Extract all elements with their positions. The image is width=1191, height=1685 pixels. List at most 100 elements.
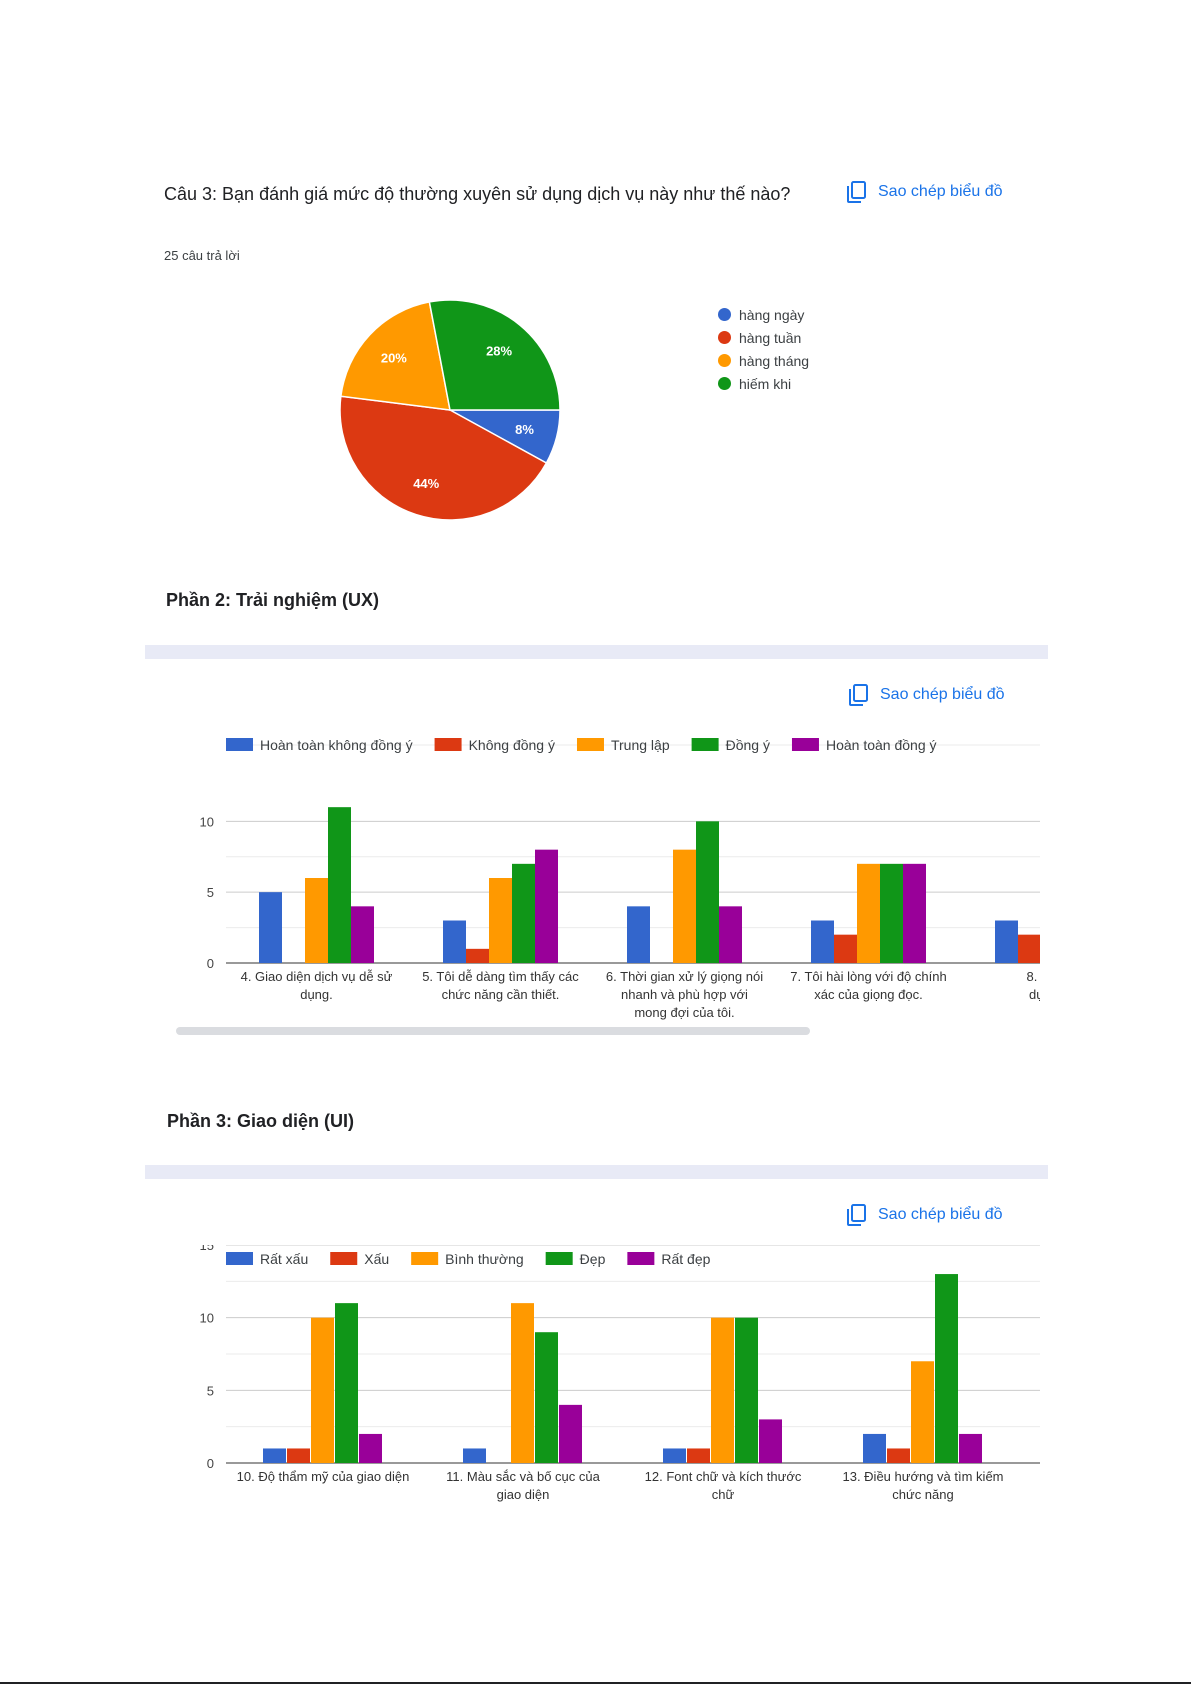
copy-chart-button-ui[interactable]: Sao chép biểu đồ xyxy=(846,1203,1003,1227)
legend-swatch xyxy=(627,1252,655,1265)
ux-bar-chart: 0 5 10 4. Giao diện dịch vụ dễ sử dụng. 5. Tô… xyxy=(200,737,1040,1020)
bar xyxy=(735,1317,758,1463)
copy-icon xyxy=(847,1204,866,1226)
x-category-label: 8. Nội du xyxy=(1026,969,1040,984)
legend-swatch xyxy=(330,1252,358,1265)
pie-slice-label: 8% xyxy=(515,422,534,437)
legend-item: hàng ngày xyxy=(718,303,809,326)
bar xyxy=(759,1419,782,1463)
legend-label: hàng ngày xyxy=(739,306,805,323)
copy-chart-label: Sao chép biểu đồ xyxy=(878,1206,1003,1223)
x-category-label: dụng. xyxy=(300,987,333,1002)
x-category-label: chữ xyxy=(712,1487,735,1502)
x-category-label: 13. Điều hướng và tìm kiếm xyxy=(842,1469,1003,1484)
section-2-title: Phần 2: Trải nghiệm (UX) xyxy=(166,590,380,610)
x-category-label: 7. Tôi hài lòng với độ chính xyxy=(790,969,946,984)
horizontal-scrollbar[interactable] xyxy=(176,1027,810,1035)
legend-label: Hoàn toàn không đồng ý xyxy=(260,737,413,753)
bar xyxy=(1018,934,1040,963)
pie-chart: 8% 44% 20% 28% xyxy=(339,299,561,521)
legend-label: Đồng ý xyxy=(726,737,770,753)
bar xyxy=(811,920,834,963)
bar xyxy=(903,863,926,963)
legend-label: hàng tuần xyxy=(739,329,802,346)
legend-swatch xyxy=(691,738,719,751)
y-tick-label: 0 xyxy=(207,1456,214,1471)
bar xyxy=(627,906,650,963)
x-category-label: 10. Độ thẩm mỹ của giao diện xyxy=(237,1469,410,1484)
bar xyxy=(335,1303,358,1463)
legend-swatch xyxy=(791,738,819,751)
bar xyxy=(911,1361,934,1463)
pie-slice-label: 44% xyxy=(413,476,439,491)
bar xyxy=(995,920,1018,963)
response-count: 25 câu trả lời xyxy=(164,248,240,263)
pie-slice-2 xyxy=(340,301,451,411)
pie-slice-1 xyxy=(339,395,548,521)
bar xyxy=(673,849,696,963)
bar xyxy=(311,1317,334,1463)
legend-item: hàng tháng xyxy=(718,349,809,372)
copy-chart-button-ux[interactable]: Sao chép biểu đồ xyxy=(848,683,1005,707)
bar xyxy=(512,863,535,963)
section-divider xyxy=(145,645,1048,659)
legend-swatch xyxy=(545,1252,573,1265)
legend-label: Hoàn toàn đồng ý xyxy=(826,737,937,753)
x-category-label: nhanh và phù hợp với xyxy=(621,987,748,1002)
y-tick-label: 0 xyxy=(207,956,214,971)
pie-slice-label: 20% xyxy=(381,350,407,365)
y-tick-label: 10 xyxy=(200,814,214,829)
legend-swatch xyxy=(718,331,731,344)
bar xyxy=(443,920,466,963)
copy-icon xyxy=(847,181,866,203)
bar xyxy=(535,849,558,963)
legend-label: Trung lập xyxy=(611,737,670,753)
bar xyxy=(696,821,719,963)
question-3-title: Câu 3: Bạn đánh giá mức độ thường xuyên … xyxy=(164,184,791,204)
pie-slice-label: 28% xyxy=(486,344,512,359)
legend-label: hiếm khi xyxy=(739,375,792,392)
section-3-title: Phần 3: Giao diện (UI) xyxy=(167,1111,355,1131)
copy-icon xyxy=(849,684,868,706)
pie-slice-3 xyxy=(428,299,561,411)
bar xyxy=(328,807,351,963)
legend-swatch xyxy=(226,738,253,751)
legend-label: hàng tháng xyxy=(739,352,810,369)
x-category-label: chức năng cần thiết. xyxy=(442,987,560,1002)
legend-label: Bình thường xyxy=(445,1251,524,1267)
legend-item: hàng tuần xyxy=(718,326,809,349)
bar xyxy=(535,1332,558,1463)
bar xyxy=(959,1433,982,1463)
bar xyxy=(359,1433,382,1463)
x-category-label: 12. Font chữ và kích thước xyxy=(645,1469,802,1484)
x-category-label: 11. Màu sắc và bố cục của xyxy=(446,1469,600,1484)
bar xyxy=(711,1317,734,1463)
legend-label: Không đồng ý xyxy=(469,737,555,753)
pie-legend: hàng ngày hàng tuần hàng tháng hiếm khi xyxy=(718,303,809,395)
legend-swatch xyxy=(434,738,462,751)
legend-swatch xyxy=(718,308,731,321)
legend-item: hiếm khi xyxy=(718,372,809,395)
legend-swatch xyxy=(718,354,731,367)
section-divider xyxy=(145,1165,1048,1179)
bar xyxy=(351,906,374,963)
legend-swatch xyxy=(411,1252,439,1265)
x-category-label: xác của giọng đọc. xyxy=(814,987,922,1002)
bar xyxy=(511,1303,534,1463)
x-category-label: 5. Tôi dễ dàng tìm thấy các xyxy=(422,969,579,984)
bar xyxy=(687,1448,710,1463)
bar xyxy=(263,1448,286,1463)
x-category-label: mong đợi của tôi. xyxy=(634,1005,734,1020)
bar xyxy=(489,878,512,963)
bar xyxy=(259,892,282,963)
bar xyxy=(287,1448,310,1463)
legend-label: Rất xấu xyxy=(260,1251,308,1267)
y-tick-label: 5 xyxy=(207,885,214,900)
ui-bar-chart: 0 5 10 15 10. Độ thẩm mỹ của giao diện 11. Mà… xyxy=(200,1245,1040,1502)
bar xyxy=(887,1448,910,1463)
x-category-label: dụng đầ xyxy=(1029,987,1040,1002)
bar xyxy=(834,934,857,963)
copy-chart-button-q3[interactable]: Sao chép biểu đồ xyxy=(846,180,1003,204)
bar xyxy=(719,906,742,963)
legend-label: Xấu xyxy=(364,1251,389,1267)
